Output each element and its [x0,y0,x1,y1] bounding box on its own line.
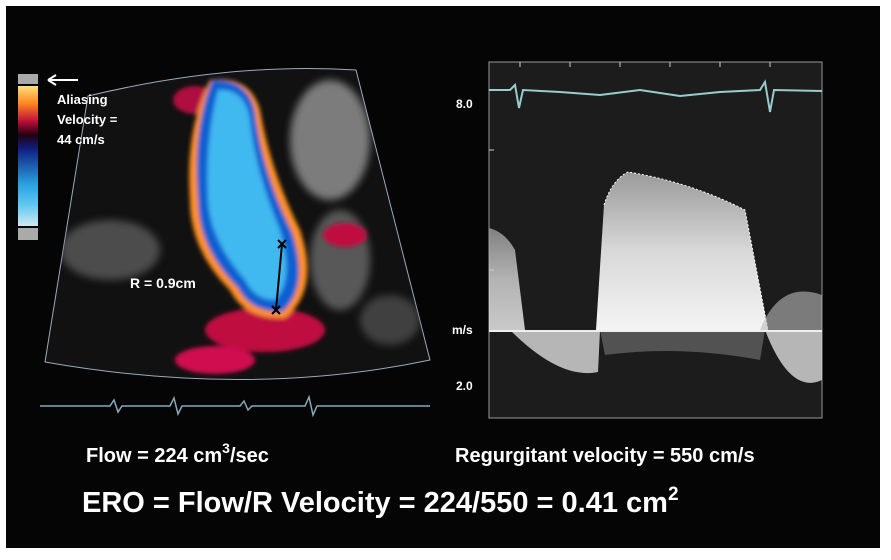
unit-label: m/s [452,323,473,337]
color-doppler-image [40,67,431,418]
scale-top: 8.0 [456,97,473,111]
aliasing-line: 44 cm/s [57,132,105,147]
ero-text: ERO = Flow/R Velocity = 224/550 = 0.41 c… [82,487,668,519]
ero-superscript: 2 [668,484,679,505]
flow-text: Flow = 224 cm [86,445,222,467]
flow-caption: Flow = 224 cm3/sec [86,440,269,467]
spectral-doppler [488,61,823,419]
radius-label: R = 0.9cm [130,275,196,291]
aliasing-line: Velocity = [57,112,118,127]
aliasing-line: Aliasing [57,92,108,107]
velocity-caption: Regurgitant velocity = 550 cm/s [455,445,755,467]
ero-caption: ERO = Flow/R Velocity = 224/550 = 0.41 c… [82,484,679,519]
scale-bottom: 2.0 [456,379,473,393]
aliasing-label: Aliasing Velocity = 44 cm/s [57,92,121,147]
color-bar [18,74,78,240]
flow-superscript: 3 [222,440,230,456]
flow-suffix: /sec [230,445,269,467]
